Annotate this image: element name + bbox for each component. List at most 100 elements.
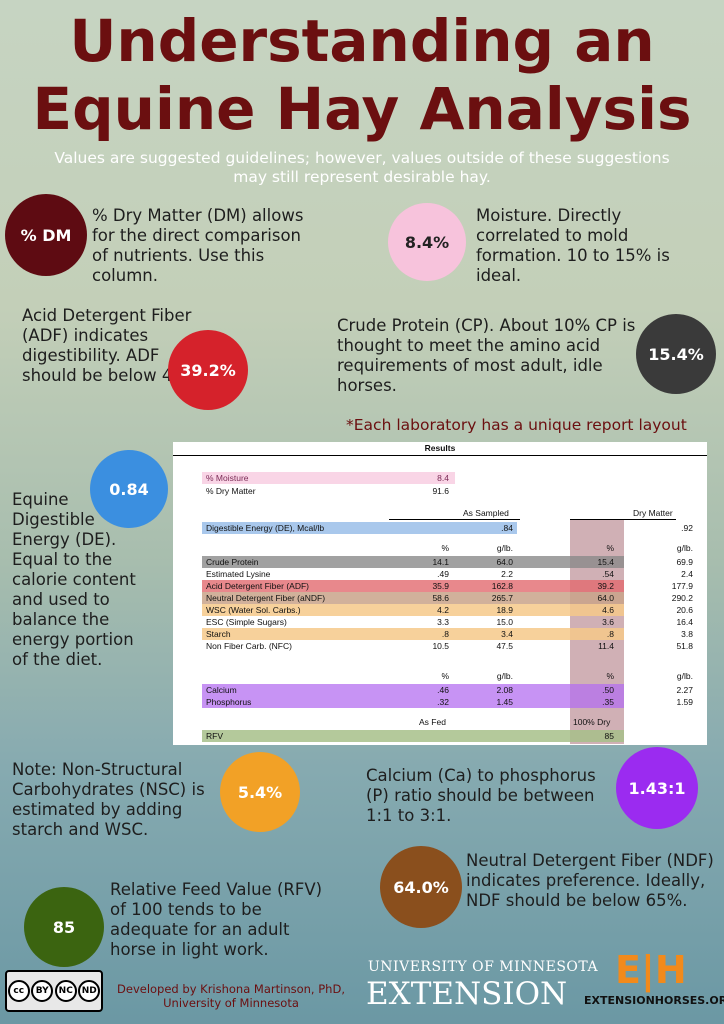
row-pct: 4.2 — [437, 605, 449, 615]
row-label: Estimated Lysine — [206, 569, 271, 579]
dry100-header: 100% Dry — [573, 717, 611, 727]
row-dpct: 15.4 — [597, 557, 614, 567]
row-dpct: 3.6 — [602, 617, 614, 627]
cc-nc-icon: NC — [54, 980, 77, 1002]
row-glb: 162.8 — [491, 581, 513, 591]
mineral-dglb: 2.27 — [676, 685, 693, 695]
row-pct: 10.5 — [432, 641, 449, 651]
hdr2-dpct: % — [606, 671, 614, 681]
title-line-2: Equine Hay Analysis — [32, 75, 692, 143]
de-badge: 0.84 — [90, 450, 168, 528]
cp-text: Crude Protein (CP). About 10% CP is thou… — [337, 316, 636, 395]
developed-by-line1: Developed by Krishona Martinson, PhD, — [117, 982, 345, 996]
row-label: WSC (Water Sol. Carbs.) — [206, 605, 301, 615]
rfv-badge: 85 — [24, 887, 104, 967]
rfv-label: RFV — [206, 731, 223, 741]
row-pct: 58.6 — [432, 593, 449, 603]
adf-text: Acid Detergent Fiber (ADF) indicates dig… — [22, 306, 204, 385]
hdr2-glb: g/lb. — [496, 671, 513, 681]
nsc-text: Note: Non-Structural Carbohydrates (NSC)… — [12, 760, 205, 839]
ndf-text: Neutral Detergent Fiber (NDF) indicates … — [466, 851, 714, 910]
cc-icon: cc — [7, 980, 30, 1002]
row-glb: 64.0 — [496, 557, 513, 567]
cp-badge: 15.4% — [636, 314, 716, 394]
row-dglb: 177.9 — [671, 581, 693, 591]
row-dpct: 11.4 — [598, 641, 614, 651]
de-as-sampled: .84 — [501, 523, 513, 533]
row-pct: 14.1 — [432, 557, 449, 567]
hdr2-pct: % — [441, 671, 449, 681]
mineral-dpct: .50 — [602, 685, 614, 695]
rfv-band — [202, 730, 624, 742]
report-title: Results — [173, 442, 707, 456]
title-line-1: Understanding an — [69, 7, 655, 75]
de-band — [202, 522, 517, 534]
row-label: Non Fiber Carb. (NFC) — [206, 641, 292, 651]
row-label: Acid Detergent Fiber (ADF) — [206, 581, 309, 591]
row-pct: .49 — [437, 569, 449, 579]
adf-band — [202, 580, 624, 592]
dm-text: % Dry Matter (DM) allows for the direct … — [92, 206, 304, 285]
rfv-value: 85 — [604, 731, 614, 741]
row-pct: 35.9 — [432, 581, 449, 591]
row-dglb: 69.9 — [676, 557, 693, 567]
hdr2-dglb: g/lb. — [676, 671, 693, 681]
row-glb: 3.4 — [501, 629, 513, 639]
nsc-badge: 5.4% — [220, 752, 300, 832]
row-dglb: 3.8 — [681, 629, 693, 639]
row-dpct: 39.2 — [597, 581, 614, 591]
subtitle: Values are suggested guidelines; however… — [54, 149, 670, 186]
starch-band — [202, 628, 624, 640]
moisture-badge: 8.4% — [388, 203, 466, 281]
minerals-band — [202, 684, 624, 708]
lab-report: Results % Moisture 8.4 % Dry Matter 91.6… — [173, 442, 707, 745]
hdr-glb: g/lb. — [496, 543, 513, 553]
row-dpct: 4.6 — [602, 605, 614, 615]
row-glb: 265.7 — [491, 593, 513, 603]
row-dglb: 20.6 — [676, 605, 693, 615]
hdr-dglb: g/lb. — [676, 543, 693, 553]
ndf-band — [202, 592, 624, 604]
dry-matter-rule — [570, 519, 676, 520]
row-dglb: 290.2 — [671, 593, 693, 603]
row-glb: 2.2 — [501, 569, 513, 579]
moisture-label: % Moisture — [206, 473, 249, 483]
lab-note: *Each laboratory has a unique report lay… — [346, 416, 687, 434]
ndf-badge: 64.0% — [380, 846, 462, 928]
mineral-label: Phosphorus — [206, 697, 252, 707]
ca-text: Calcium (Ca) to phosphorus (P) ratio sho… — [366, 766, 596, 825]
row-glb: 15.0 — [496, 617, 513, 627]
extensionhorses-link[interactable]: EXTENSIONHORSES.ORG — [584, 994, 724, 1007]
as-sampled-rule — [389, 519, 520, 520]
mineral-dglb: 1.59 — [676, 697, 693, 707]
row-dpct: 64.0 — [597, 593, 614, 603]
as-fed-header: As Fed — [419, 717, 446, 727]
row-pct: .8 — [441, 629, 449, 639]
as-sampled-header: As Sampled — [463, 508, 509, 518]
adf-badge: 39.2% — [168, 330, 248, 410]
cp-band — [202, 556, 624, 568]
row-glb: 18.9 — [496, 605, 513, 615]
de-text: Equine Digestible Energy (DE). Equal to … — [12, 490, 136, 669]
developed-by-line2: University of Minnesota — [163, 996, 299, 1010]
row-pct: 3.3 — [437, 617, 449, 627]
de-label: Digestible Energy (DE), Mcal/lb — [206, 523, 325, 533]
mineral-glb: 2.08 — [496, 685, 513, 695]
dm-badge: % DM — [5, 194, 87, 276]
de-dry: .92 — [681, 523, 693, 533]
row-dpct: .8 — [606, 629, 614, 639]
mineral-pct: .32 — [437, 697, 449, 707]
mineral-dpct: .35 — [602, 697, 614, 707]
row-glb: 47.5 — [496, 641, 513, 651]
row-label: Neutral Detergent Fiber (aNDF) — [206, 593, 326, 603]
row-label: Crude Protein — [206, 557, 259, 567]
extension-logo-text: EXTENSION — [366, 976, 568, 1012]
row-label: ESC (Simple Sugars) — [206, 617, 287, 627]
mineral-pct: .46 — [437, 685, 449, 695]
creative-commons-badge: cc BY NC ND — [5, 970, 103, 1012]
cc-nd-icon: ND — [78, 980, 101, 1002]
hdr-pct: % — [441, 543, 449, 553]
eh-logo: E|H — [615, 948, 687, 992]
drymatter-value: 91.6 — [432, 486, 449, 496]
wsc-band — [202, 604, 624, 616]
